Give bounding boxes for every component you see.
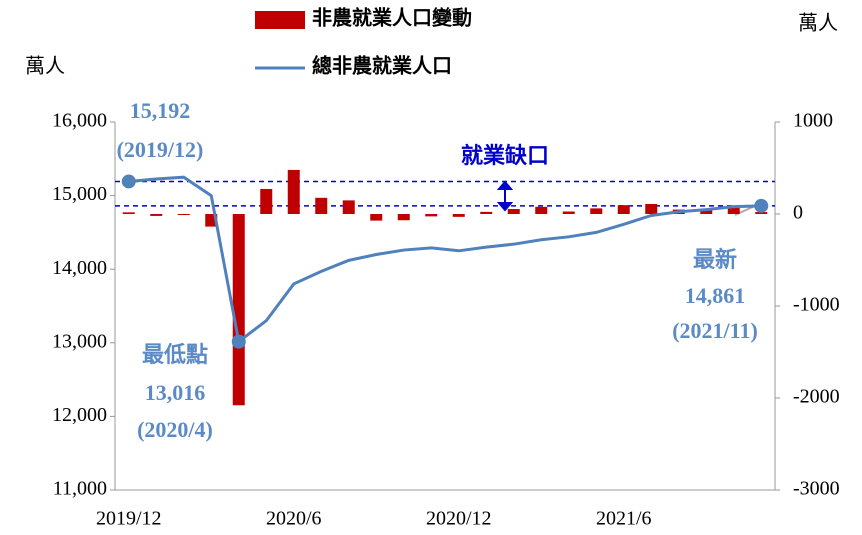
- bar: [617, 205, 630, 214]
- bar: [122, 212, 135, 214]
- bar: [755, 212, 768, 214]
- bar: [507, 209, 520, 214]
- bar: [535, 206, 548, 214]
- y2-tick-label: -3000: [793, 478, 840, 500]
- bar: [452, 214, 465, 217]
- bar: [425, 214, 438, 217]
- bar: [177, 214, 190, 215]
- bar: [260, 188, 273, 214]
- y-tick-label: 15,000: [52, 183, 107, 205]
- y2-tick-label: -1000: [793, 294, 840, 316]
- point-marker: [754, 198, 769, 213]
- bar: [315, 197, 328, 214]
- y-tick-label: 16,000: [52, 110, 107, 132]
- bar: [370, 214, 383, 221]
- legend-swatch: [255, 11, 305, 29]
- x-tick-label: 2020/6: [266, 508, 322, 530]
- bar: [287, 169, 300, 214]
- bar: [342, 200, 355, 214]
- y-axis-label: 萬人: [25, 55, 65, 78]
- bar: [397, 214, 410, 221]
- bar: [480, 211, 493, 214]
- annotation: 14,861: [685, 283, 746, 308]
- y2-tick-label: -2000: [793, 386, 840, 408]
- x-tick-label: 2021/6: [596, 508, 652, 530]
- bar: [150, 214, 163, 216]
- bar: [232, 214, 245, 406]
- legend-label: 非農就業人口變動: [312, 6, 472, 30]
- y-tick-label: 13,000: [52, 330, 107, 352]
- bar: [700, 210, 713, 214]
- bar: [590, 208, 603, 214]
- y2-axis-label: 萬人: [798, 12, 838, 35]
- annotation: (2019/12): [117, 137, 204, 162]
- x-tick-label: 2019/12: [96, 508, 162, 530]
- y2-tick-label: 0: [793, 202, 803, 224]
- point-marker: [121, 174, 136, 189]
- bar: [645, 203, 658, 214]
- bar: [727, 208, 740, 214]
- y-tick-label: 12,000: [52, 404, 107, 426]
- annotation: 最低點: [142, 342, 208, 367]
- annotation: 就業缺口: [461, 143, 549, 168]
- legend-label: 總非農就業人口: [312, 54, 452, 78]
- x-tick-label: 2020/12: [426, 508, 492, 530]
- annotation: (2020/4): [137, 417, 213, 442]
- line: [128, 175, 762, 345]
- y-tick-label: 11,000: [53, 478, 107, 500]
- y-tick-label: 14,000: [52, 257, 107, 279]
- bar: [562, 211, 575, 214]
- y2-tick-label: 1000: [793, 110, 833, 132]
- annotation: 13,016: [145, 380, 206, 405]
- annotation: 最新: [693, 247, 737, 272]
- annotation: 15,192: [130, 98, 191, 123]
- point-marker: [231, 334, 246, 349]
- annotation: (2021/11): [672, 318, 758, 343]
